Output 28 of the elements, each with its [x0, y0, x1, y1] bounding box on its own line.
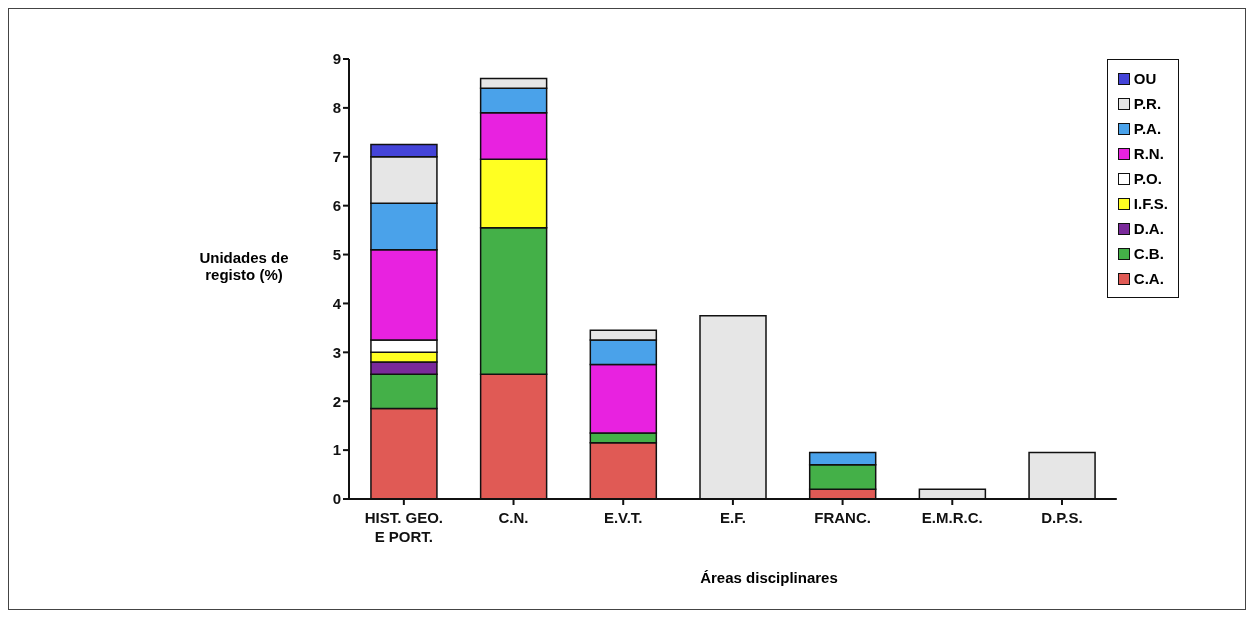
y-axis-title: Unidades de registo (%) [198, 249, 290, 283]
y-tick-label: 5 [332, 245, 341, 263]
y-tick-label: 8 [332, 99, 341, 117]
legend-label: R.N. [1133, 145, 1164, 162]
x-tick-label: FRANC. [814, 509, 871, 526]
legend-label: C.B. [1133, 245, 1164, 262]
y-tick-label: 9 [332, 50, 341, 68]
x-tick-label: C.N. [498, 509, 529, 526]
y-tick-label: 3 [332, 343, 341, 361]
legend-label: C.A. [1133, 270, 1164, 287]
y-tick-label: 7 [332, 148, 341, 166]
y-tick-label: 2 [332, 392, 341, 410]
legend-label: D.A. [1133, 220, 1164, 237]
x-tick-label: E.M.R.C. [921, 509, 983, 526]
legend-label: P.O. [1133, 170, 1162, 187]
x-tick-label: D.P.S. [1041, 509, 1083, 526]
y-tick-label: 4 [332, 294, 342, 312]
y-tick-label: 6 [332, 196, 341, 214]
y-tick-label: 1 [332, 441, 341, 459]
x-tick-label: E.V.T. [603, 509, 643, 526]
legend-label: P.A. [1133, 120, 1162, 137]
legend-label: OU [1133, 70, 1157, 87]
x-axis-title: Áreas disciplinares [699, 569, 839, 586]
legend-label: I.F.S. [1133, 195, 1168, 212]
x-tick-label: HIST. GEO. E PORT. [364, 509, 444, 545]
y-tick-label: 0 [332, 490, 341, 508]
x-tick-label: E.F. [719, 509, 746, 526]
legend-label: P.R. [1133, 95, 1162, 112]
